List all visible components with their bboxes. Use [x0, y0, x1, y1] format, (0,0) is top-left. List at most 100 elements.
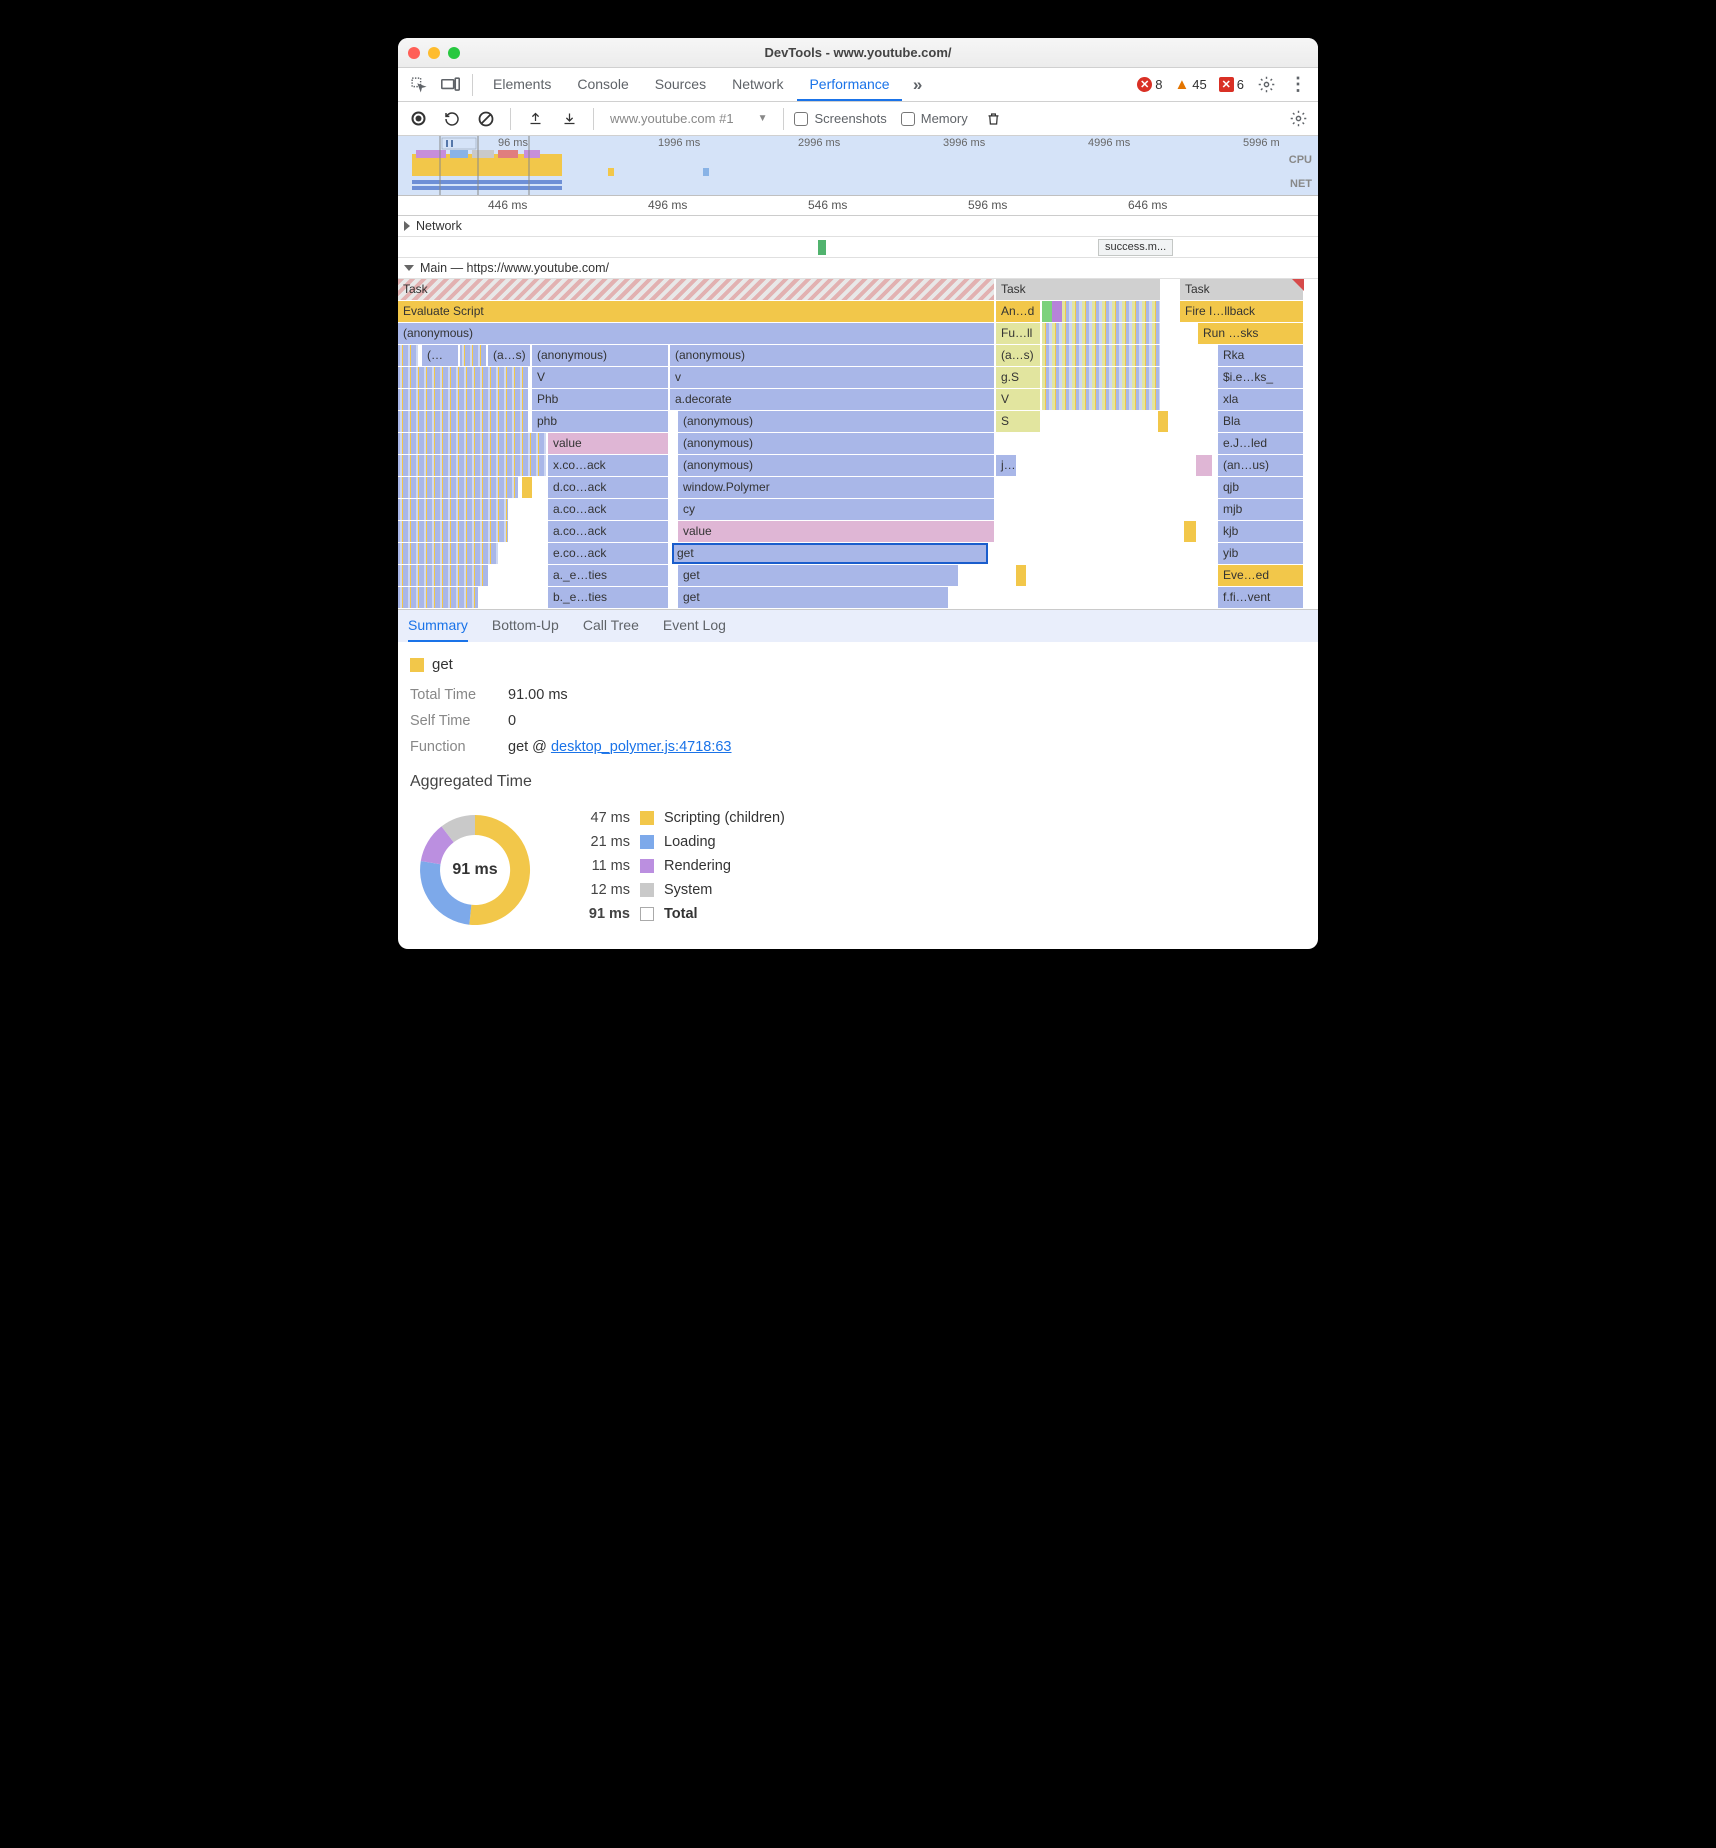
- flame-task[interactable]: Task: [398, 279, 994, 300]
- flame-bar[interactable]: a._e…ties: [548, 565, 668, 586]
- flame-bar[interactable]: (a…s): [996, 345, 1040, 366]
- flame-bar[interactable]: d.co…ack: [548, 477, 668, 498]
- tab-call-tree[interactable]: Call Tree: [583, 610, 639, 642]
- function-source-link[interactable]: desktop_polymer.js:4718:63: [551, 739, 732, 755]
- flame-bar[interactable]: [398, 477, 518, 498]
- flame-bar[interactable]: [460, 345, 486, 366]
- flame-bar[interactable]: [398, 433, 546, 454]
- flame-bar[interactable]: (anonymous): [678, 433, 994, 454]
- flame-chart[interactable]: Task Task Task Evaluate Script An…d Fire…: [398, 279, 1318, 609]
- download-icon[interactable]: [555, 106, 583, 132]
- target-dropdown[interactable]: www.youtube.com #1▼: [604, 111, 773, 126]
- flame-bar[interactable]: (anonymous): [678, 411, 994, 432]
- minimize-icon[interactable]: [428, 47, 440, 59]
- tab-console[interactable]: Console: [565, 68, 640, 101]
- flame-bar[interactable]: [398, 565, 488, 586]
- main-header[interactable]: Main — https://www.youtube.com/: [398, 258, 1318, 279]
- flame-bar[interactable]: [522, 477, 532, 498]
- overview-timeline[interactable]: 96 ms 1996 ms 2996 ms 3996 ms 4996 ms 59…: [398, 136, 1318, 196]
- flame-bar[interactable]: value: [548, 433, 668, 454]
- clear-icon[interactable]: [472, 106, 500, 132]
- flame-bar[interactable]: b._e…ties: [548, 587, 668, 608]
- device-icon[interactable]: [436, 72, 464, 98]
- screenshots-checkbox[interactable]: [794, 112, 808, 126]
- tab-performance[interactable]: Performance: [797, 68, 901, 101]
- flame-bar[interactable]: V: [996, 389, 1040, 410]
- record-icon[interactable]: [404, 106, 432, 132]
- network-header[interactable]: Network: [398, 216, 1318, 237]
- flame-bar[interactable]: [1196, 455, 1212, 476]
- flame-bar[interactable]: [398, 587, 478, 608]
- flame-bar[interactable]: [1042, 301, 1052, 322]
- gear-icon[interactable]: [1252, 72, 1280, 98]
- flame-bar[interactable]: get: [678, 587, 948, 608]
- settings-icon[interactable]: [1284, 106, 1312, 132]
- flame-bar[interactable]: [1158, 411, 1168, 432]
- flame-bar[interactable]: kjb: [1218, 521, 1303, 542]
- flame-bar[interactable]: [398, 345, 418, 366]
- flame-bar[interactable]: [1042, 345, 1160, 366]
- tab-elements[interactable]: Elements: [481, 68, 563, 101]
- flame-bar[interactable]: S: [996, 411, 1040, 432]
- gc-icon[interactable]: [980, 106, 1008, 132]
- network-request-bar[interactable]: [818, 240, 826, 255]
- flame-bar[interactable]: An…d: [996, 301, 1040, 322]
- flame-bar[interactable]: a.decorate: [670, 389, 994, 410]
- tab-bottom-up[interactable]: Bottom-Up: [492, 610, 559, 642]
- flame-bar-selected[interactable]: get: [672, 543, 988, 564]
- memory-checkbox[interactable]: [901, 112, 915, 126]
- flame-bar[interactable]: get: [678, 565, 958, 586]
- flame-bar[interactable]: [398, 455, 546, 476]
- flame-bar[interactable]: qjb: [1218, 477, 1303, 498]
- flame-task[interactable]: Task: [996, 279, 1160, 300]
- flame-bar[interactable]: (anonymous): [398, 323, 994, 344]
- flame-bar[interactable]: Fu…ll: [996, 323, 1040, 344]
- flame-bar[interactable]: [398, 521, 508, 542]
- zoom-icon[interactable]: [448, 47, 460, 59]
- flame-bar[interactable]: (an…us): [1218, 455, 1303, 476]
- more-tabs-icon[interactable]: »: [904, 72, 932, 98]
- flame-bar[interactable]: Rka: [1218, 345, 1303, 366]
- flame-bar[interactable]: e.co…ack: [548, 543, 668, 564]
- flame-bar[interactable]: cy: [678, 499, 994, 520]
- close-icon[interactable]: [408, 47, 420, 59]
- inspect-icon[interactable]: [404, 72, 432, 98]
- flame-bar[interactable]: Eve…ed: [1218, 565, 1303, 586]
- flame-bar[interactable]: [1016, 565, 1026, 586]
- flame-bar[interactable]: x.co…ack: [548, 455, 668, 476]
- error-badge[interactable]: ✕8: [1133, 77, 1166, 92]
- tab-event-log[interactable]: Event Log: [663, 610, 726, 642]
- flame-bar[interactable]: Fire I…llback: [1180, 301, 1303, 322]
- flame-bar[interactable]: [398, 367, 528, 388]
- flame-bar[interactable]: yib: [1218, 543, 1303, 564]
- flame-bar[interactable]: Run …sks: [1198, 323, 1303, 344]
- flame-bar[interactable]: window.Polymer: [678, 477, 994, 498]
- flame-bar[interactable]: a.co…ack: [548, 521, 668, 542]
- warning-badge[interactable]: ▲45: [1170, 76, 1210, 93]
- flame-bar[interactable]: (anonymous): [532, 345, 668, 366]
- flame-bar[interactable]: V: [532, 367, 668, 388]
- flame-bar[interactable]: value: [678, 521, 994, 542]
- flame-bar[interactable]: g.S: [996, 367, 1040, 388]
- flame-bar[interactable]: [1062, 301, 1160, 322]
- flame-bar[interactable]: xla: [1218, 389, 1303, 410]
- flame-bar[interactable]: [398, 389, 528, 410]
- flame-bar[interactable]: [1184, 521, 1196, 542]
- flame-bar[interactable]: $i.e…ks_: [1218, 367, 1303, 388]
- flame-bar[interactable]: (a…s): [488, 345, 530, 366]
- flame-bar[interactable]: f.fi…vent: [1218, 587, 1303, 608]
- flame-bar[interactable]: [1042, 367, 1160, 388]
- tab-sources[interactable]: Sources: [643, 68, 718, 101]
- flame-bar[interactable]: (…: [422, 345, 458, 366]
- issue-badge[interactable]: ✕6: [1215, 77, 1248, 92]
- flame-bar[interactable]: mjb: [1218, 499, 1303, 520]
- flame-bar[interactable]: (anonymous): [670, 345, 994, 366]
- flame-bar[interactable]: Phb: [532, 389, 668, 410]
- flame-bar[interactable]: a.co…ack: [548, 499, 668, 520]
- kebab-icon[interactable]: ⋮: [1284, 72, 1312, 98]
- network-chip[interactable]: success.m...: [1098, 239, 1173, 256]
- tab-summary[interactable]: Summary: [408, 610, 468, 642]
- flame-bar[interactable]: (anonymous): [678, 455, 994, 476]
- flame-bar[interactable]: j…: [996, 455, 1016, 476]
- upload-icon[interactable]: [521, 106, 549, 132]
